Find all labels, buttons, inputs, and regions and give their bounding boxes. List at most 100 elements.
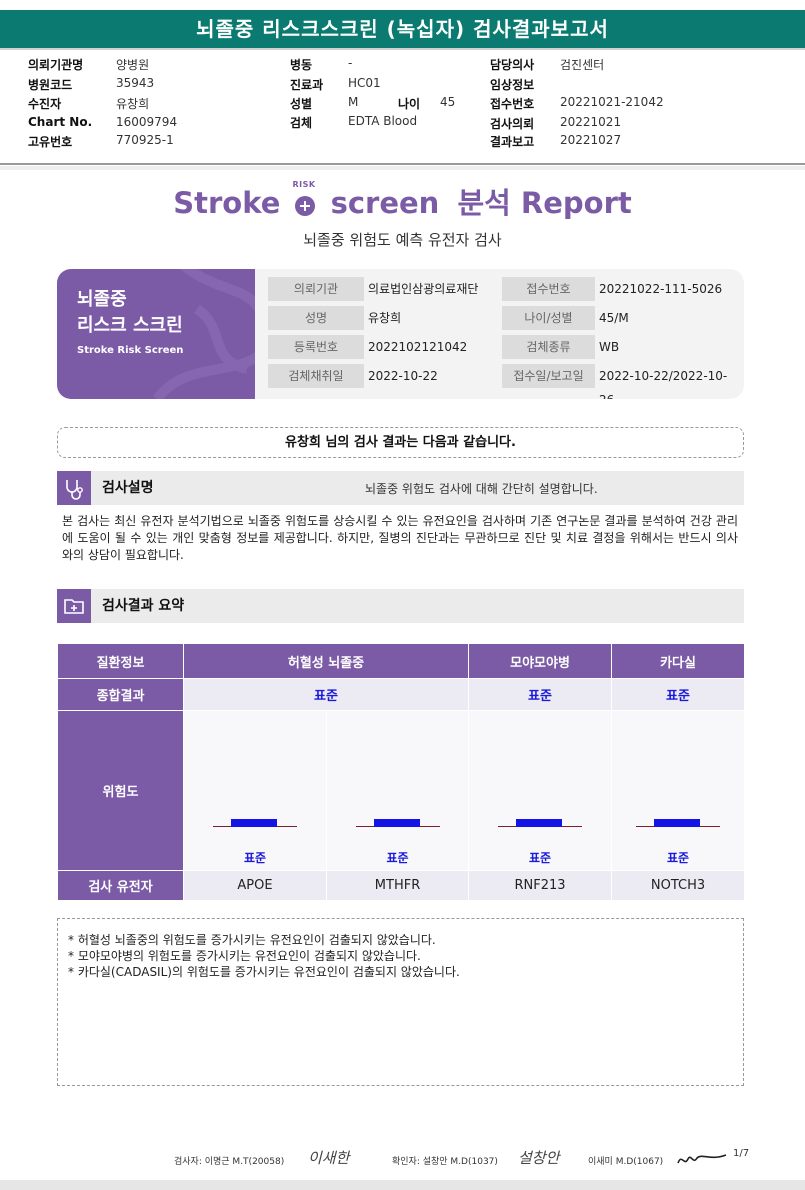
- gene-name: MTHFR: [325, 870, 470, 901]
- logo-screen: screen: [330, 186, 440, 220]
- results-table: 질환정보 허혈성 뇌졸중 모야모야병 카다실 종합결과 표준 표준 표준 위험도…: [57, 643, 746, 901]
- section-title: 검사결과 요약: [102, 598, 185, 614]
- section-header-summary: 검사결과 요약: [57, 589, 744, 623]
- header-label: 나이: [398, 97, 421, 111]
- report-subtitle: 뇌졸중 위험도 예측 유전자 검사: [303, 231, 502, 249]
- header-value: 20221021-21042: [560, 95, 664, 109]
- header-value: 20221021: [560, 115, 622, 129]
- header-label: 병원코드: [28, 78, 73, 92]
- header-label: 고유번호: [28, 135, 73, 149]
- row-header-genes: 검사 유전자: [57, 870, 184, 901]
- logo-report: 분석 Report: [457, 186, 632, 220]
- header-value: 770925-1: [116, 133, 174, 147]
- header-label: 진료과: [290, 78, 324, 92]
- tester-signature: 이새한: [308, 1149, 350, 1167]
- disease-moyamoya: 모야모야병: [468, 643, 613, 679]
- header-value: -: [348, 56, 353, 70]
- card-title-line1: 뇌졸중: [77, 289, 127, 310]
- card-field-value: 2022-10-22: [368, 369, 438, 383]
- header-label: 의뢰기관명: [28, 58, 84, 72]
- card-field-label: 성명: [268, 306, 364, 330]
- header-label: 검사의뢰: [490, 117, 535, 131]
- card-subtitle: Stroke Risk Screen: [77, 345, 184, 356]
- title-divider: [0, 48, 805, 50]
- row-header-overall: 종합결과: [57, 678, 184, 711]
- card-field-value: 유창희: [368, 311, 402, 325]
- risk-gauge-label: 표준: [528, 851, 552, 865]
- header-label: 병동: [290, 58, 313, 72]
- header-label: Chart No.: [28, 115, 93, 129]
- row-header-risk: 위험도: [57, 710, 184, 871]
- risk-gauge-cell: 표준: [611, 710, 746, 871]
- header-value: EDTA Blood: [348, 114, 418, 128]
- risk-gauge-cell: 표준: [325, 710, 470, 871]
- risk-gauge: [636, 816, 721, 830]
- gauge-standard-bar: [516, 819, 563, 827]
- header-divider: [0, 163, 805, 165]
- card-brand-panel: 뇌졸중 리스크 스크린 Stroke Risk Screen: [57, 269, 255, 399]
- row-header-disease: 질환정보: [57, 643, 184, 679]
- note-line: * 허혈성 뇌졸중의 위험도를 증가시키는 유전요인이 검출되지 않았습니다.: [68, 933, 436, 947]
- result-banner: 유창희 님의 검사 결과는 다음과 같습니다.: [57, 427, 744, 458]
- risk-gauge-label: 표준: [386, 851, 409, 865]
- gene-name: NOTCH3: [611, 870, 746, 901]
- card-title: 뇌졸중 리스크 스크린: [77, 287, 183, 339]
- section-note: 뇌졸중 위험도 검사에 대해 간단히 설명합니다.: [365, 482, 598, 496]
- section-header-description: 검사설명 뇌졸중 위험도 검사에 대해 간단히 설명합니다.: [57, 471, 744, 505]
- gauge-standard-bar: [231, 819, 277, 827]
- note-line: * 모야모야병의 위험도를 증가시키는 유전요인이 검출되지 않았습니다.: [68, 949, 421, 963]
- header-label: 수진자: [28, 97, 62, 111]
- stethoscope-logo-icon: RISK: [290, 180, 320, 220]
- overall-result: 표준: [611, 678, 746, 711]
- card-field-label: 검체종류: [502, 335, 595, 359]
- gene-name: APOE: [183, 870, 327, 901]
- risk-gauge-cell: 표준: [468, 710, 613, 871]
- header-value: 16009794: [116, 115, 178, 129]
- swirl-pattern-icon: [153, 269, 255, 399]
- confirmer-signature: 설창안: [518, 1149, 560, 1167]
- card-field-label: 접수일/보고일: [502, 364, 595, 388]
- header-value: 유창희: [116, 97, 150, 111]
- section-title: 검사설명: [102, 480, 154, 496]
- risk-gauge-label: 표준: [666, 851, 690, 865]
- report-title: 뇌졸중 리스크스크린 (녹십자) 검사결과보고서: [0, 10, 805, 48]
- risk-gauge: [355, 816, 440, 830]
- header-value: 검진센터: [560, 58, 605, 72]
- report-logo: Stroke RISK screen 분석 Report: [0, 180, 805, 222]
- header-label: 임상정보: [490, 78, 535, 92]
- header-value: 35943: [116, 76, 155, 90]
- header-value: HC01: [348, 76, 381, 90]
- card-title-line2: 리스크 스크린: [77, 315, 183, 336]
- note-line: * 카다실(CADASIL)의 위험도를 증가시키는 유전요인이 검출되지 않았…: [68, 965, 460, 979]
- card-field-label: 접수번호: [502, 277, 595, 301]
- card-field-label: 의뢰기관: [268, 277, 364, 301]
- page-number: 1/7: [733, 1148, 750, 1159]
- third-signer-name: 이새미 M.D(1067): [588, 1157, 664, 1167]
- header-label: 접수번호: [490, 97, 535, 111]
- header-value: 45: [440, 95, 456, 109]
- risk-gauge: [498, 816, 583, 830]
- test-description: 본 검사는 최신 유전자 분석기법으로 뇌졸중 위험도를 상승시킬 수 있는 유…: [62, 514, 738, 562]
- result-notes: * 허혈성 뇌졸중의 위험도를 증가시키는 유전요인이 검출되지 않았습니다. …: [57, 918, 744, 1086]
- header-value: 20221027: [560, 133, 622, 147]
- gauge-standard-bar: [373, 819, 420, 827]
- overall-result: 표준: [182, 678, 470, 711]
- confirmer-name: 확인자: 설창안 M.D(1037): [392, 1157, 498, 1167]
- header-value: M: [348, 95, 359, 109]
- card-field-label: 등록번호: [268, 335, 364, 359]
- header-label: 검체: [290, 116, 313, 130]
- card-field-label: 검체채취일: [268, 364, 364, 388]
- card-field-label: 나이/성별: [502, 306, 595, 330]
- tester-name: 검사자: 이명근 M.T(20058): [174, 1157, 285, 1167]
- header-value: 양병원: [116, 58, 150, 72]
- header-label: 담당의사: [490, 58, 535, 72]
- risk-gauge-cell: 표준: [183, 710, 327, 871]
- card-field-value: 의료법인삼광의료재단: [368, 282, 479, 296]
- header-info: 의뢰기관명 양병원 병원코드 35943 수진자 유창희 Chart No. 1…: [0, 54, 805, 154]
- logo-risk: RISK: [292, 180, 316, 189]
- medical-folder-icon: [57, 589, 91, 623]
- disease-cadasil: 카다실: [611, 643, 746, 679]
- card-field-value: 2022-10-22/2022-10-26: [599, 369, 728, 399]
- risk-gauge: [213, 816, 297, 830]
- risk-gauge-label: 표준: [243, 851, 267, 865]
